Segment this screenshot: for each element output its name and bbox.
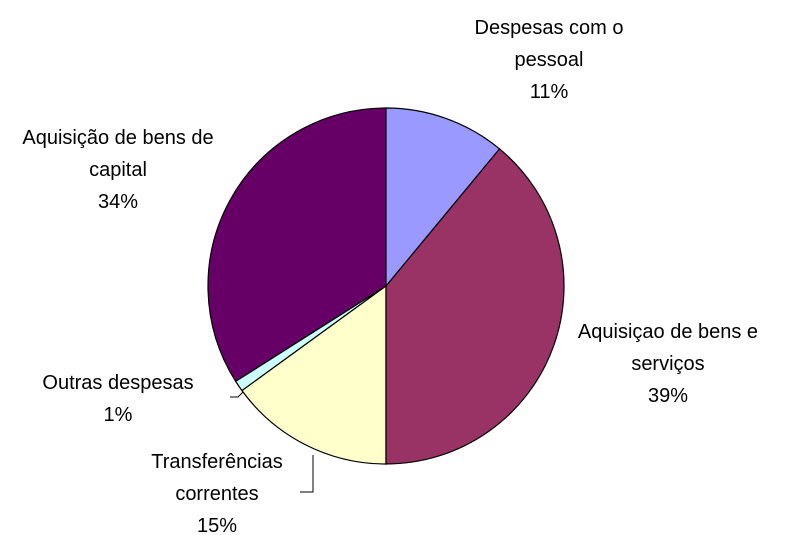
leader-line [230, 391, 244, 398]
percent-label: 15% [196, 515, 238, 535]
percent-label: 11% [529, 81, 569, 103]
category-label: Outras despesas [42, 372, 194, 394]
percent-label: 34% [97, 191, 139, 213]
slice-label: Transferências correntes 15% [117, 446, 317, 535]
slice-label: Despesas com o pessoal 11% [439, 12, 659, 108]
category-label: Aquisiçao de bens e serviços [577, 321, 759, 375]
slice-label: Outras despesas 1% [18, 367, 218, 431]
category-label: Aquisição de bens de capital [22, 127, 214, 181]
leader-line [300, 455, 314, 493]
category-label: Despesas com o pessoal [474, 17, 624, 71]
percent-label: 1% [103, 404, 133, 426]
category-label: Transferências correntes [151, 451, 283, 505]
pie-slice [207, 107, 387, 383]
slice-label: Aquisiçao de bens e serviços 39% [553, 316, 783, 412]
pie-slice [241, 284, 387, 465]
pie-slice [385, 148, 565, 465]
percent-label: 39% [647, 385, 689, 407]
slice-label: Aquisição de bens de capital 34% [0, 122, 238, 218]
pie-slice [385, 107, 501, 288]
